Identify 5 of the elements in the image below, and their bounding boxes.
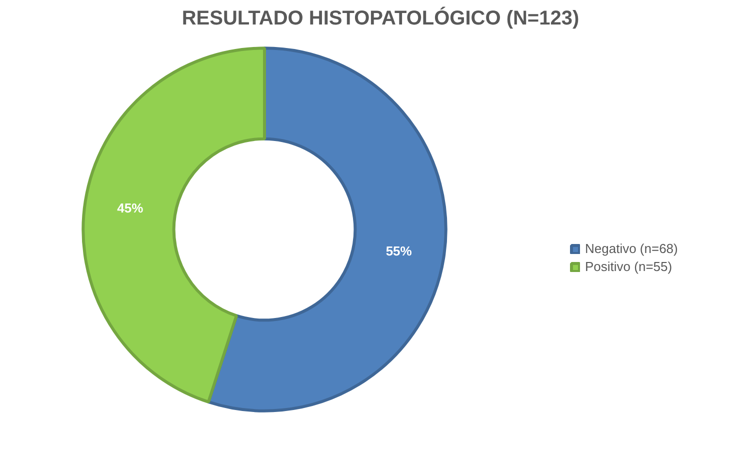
legend-label: Positivo (n=55) [585, 259, 672, 274]
data-label: 55% [386, 243, 412, 258]
legend-label: Negativo (n=68) [585, 241, 678, 256]
chart-title: RESULTADO HISTOPATOLÓGICO (N=123) [182, 6, 580, 30]
data-label: 45% [117, 200, 144, 216]
